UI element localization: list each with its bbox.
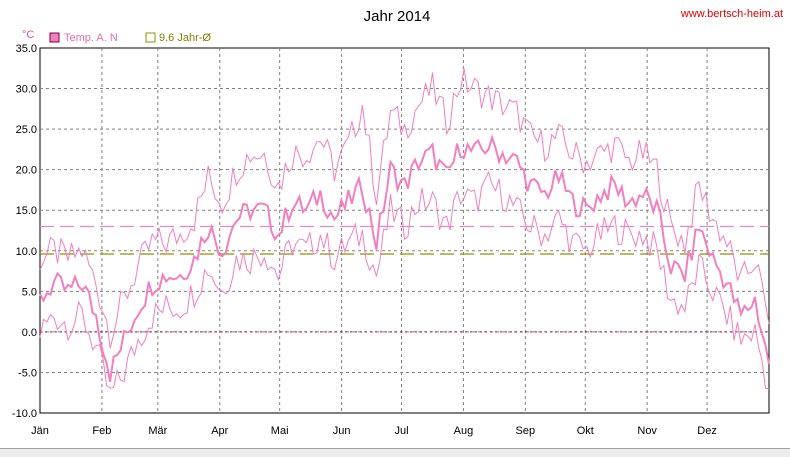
x-tick-label: Dez xyxy=(697,425,717,437)
y-tick-label: 25.0 xyxy=(16,124,37,136)
x-tick-label: Jän xyxy=(31,425,49,437)
x-tick-label: Nov xyxy=(637,425,657,437)
y-tick-label: 0.0 xyxy=(22,327,37,339)
x-tick-label: Sep xyxy=(516,425,536,437)
x-tick-label: Apr xyxy=(211,425,228,437)
x-tick-label: Jun xyxy=(333,425,351,437)
y-tick-label: 35.0 xyxy=(16,43,37,55)
temp-mean-line xyxy=(39,134,770,382)
y-tick-label: 20.0 xyxy=(16,165,37,177)
legend-swatch-temp xyxy=(49,32,60,43)
chart-title: Jahr 2014 xyxy=(364,8,431,25)
x-tick-label: Aug xyxy=(454,425,474,437)
y-tick-label: 30.0 xyxy=(16,84,37,96)
site-url-watermark: www.bertsch-heim.at xyxy=(680,8,783,20)
plot-frame xyxy=(39,47,770,414)
legend-swatch-average xyxy=(145,32,156,43)
temp-max-line xyxy=(39,68,770,349)
y-tick-label: -5.0 xyxy=(18,367,37,379)
legend-label-temp: Temp. A. N xyxy=(64,32,118,44)
x-tick-label: Jul xyxy=(394,425,408,437)
x-tick-label: Mär xyxy=(148,425,167,437)
y-tick-label: -10.0 xyxy=(12,408,37,420)
legend: Temp. A. N 9.6 Jahr-Ø xyxy=(49,32,211,44)
y-tick-label: 15.0 xyxy=(16,205,37,217)
x-axis-ticks: Jän Feb Mär Apr Mai Jun Jul Aug Sep Okt Nov Dez xyxy=(31,425,717,437)
status-bar xyxy=(0,448,790,457)
y-axis-ticks: 35.0 30.0 25.0 20.0 15.0 10.0 5.0 0.0 -5.0 -10.0 xyxy=(12,43,37,420)
x-tick-label: Mai xyxy=(271,425,289,437)
x-tick-label: Feb xyxy=(92,425,111,437)
y-tick-label: 5.0 xyxy=(22,286,37,298)
x-tick-label: Okt xyxy=(577,425,594,437)
plot-area xyxy=(39,47,770,414)
temp-min-line xyxy=(39,170,770,390)
legend-label-average: 9.6 Jahr-Ø xyxy=(159,32,211,44)
y-axis-unit: °C xyxy=(22,29,34,41)
y-tick-label: 10.0 xyxy=(16,246,37,258)
